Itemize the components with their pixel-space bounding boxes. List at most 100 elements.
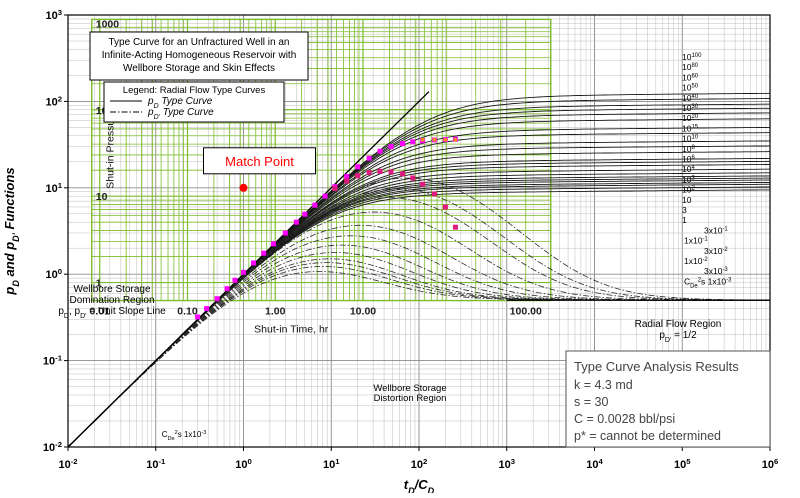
pressure-data-point (410, 139, 416, 145)
plateau-marker (453, 137, 458, 142)
pressure-data-point (261, 250, 267, 256)
legend-entry-label: pD' Type Curve (147, 107, 214, 121)
cde2s-label: 106 (682, 154, 695, 164)
plateau-marker (443, 137, 448, 142)
results-line: C = 0.0028 bbl/psi (574, 412, 675, 426)
cde2s-label: 1080 (682, 62, 699, 72)
cde2s-label: CDe2s 1x10-3 (684, 276, 732, 289)
x-tick-label: 106 (762, 457, 779, 472)
pressure-data-point (224, 286, 230, 292)
cde2s-label: 10 (682, 195, 692, 205)
y-tick-label: 10-2 (43, 440, 62, 455)
title-box (89, 31, 309, 81)
cde2s-label: 1060 (682, 72, 699, 82)
results-line: k = 4.3 md (574, 378, 633, 392)
derivative-data-point (410, 175, 416, 181)
title-box-line: Wellbore Storage and Skin Effects (123, 63, 275, 74)
derivative-data-point (355, 173, 361, 179)
wellbore-region-label: Domination Region (69, 295, 154, 306)
results-box (565, 350, 771, 448)
results-title: Type Curve Analysis Results (574, 359, 739, 374)
pressure-data-point (241, 269, 246, 275)
legend-title: Legend: Radial Flow Type Curves (123, 85, 266, 96)
pressure-data-point (355, 164, 361, 170)
cde2s-label: 104 (682, 164, 695, 174)
x-tick-label: 10-2 (58, 457, 77, 472)
legend-box (103, 81, 285, 123)
y-tick-label: 102 (45, 94, 62, 109)
pressure-data-point (366, 155, 372, 161)
cde2s-label: 1040 (682, 93, 699, 103)
pressure-data-point (293, 219, 299, 225)
overlay-y-tick-label: 1000 (96, 18, 120, 30)
pressure-data-point (195, 314, 201, 320)
overlay-x-tick-label: 0.01 (90, 306, 111, 318)
x-tick-label: 100 (235, 457, 252, 472)
overlay-y-tick-label: 10 (96, 191, 108, 203)
bottom-cde2s-note: CDe2s 1x10-3 (162, 430, 207, 442)
derivative-data-point (388, 169, 394, 175)
cde2s-label: 3x10-2 (704, 246, 728, 256)
x-tick-label: 103 (498, 457, 515, 472)
derivative-data-point (332, 186, 338, 192)
derivative-data-point (344, 178, 350, 184)
cde2s-label: 3x10-3 (704, 266, 728, 276)
match-point-box (203, 147, 316, 175)
cde2s-label: 103 (682, 174, 695, 184)
cde2s-label: 1 (682, 215, 687, 225)
x-tick-label: 102 (411, 457, 428, 472)
derivative-data-point (400, 171, 406, 177)
results-line: s = 30 (574, 395, 608, 409)
wellbore-region-label: Wellbore Storage (73, 284, 151, 295)
pressure-data-point (271, 241, 277, 247)
pressure-data-point (214, 296, 220, 302)
derivative-data-point (442, 204, 448, 210)
radial-region-label: Radial Flow Region (635, 319, 722, 330)
derivative-data-point (452, 224, 458, 230)
cde2s-label: 1x10-1 (684, 236, 708, 246)
cde2s-label: 1015 (682, 123, 699, 133)
plateau-marker (420, 137, 425, 142)
cde2s-label: 1010 (682, 134, 699, 144)
x-tick-label: 101 (323, 457, 340, 472)
cde2s-label: 10100 (682, 52, 702, 62)
x-tick-label: 104 (586, 457, 603, 472)
y-tick-label: 101 (45, 180, 62, 195)
overlay-y-tick-label: 1 (96, 278, 102, 290)
pressure-data-point (250, 260, 256, 266)
cde2s-label: 1050 (682, 83, 699, 93)
pressure-data-point (344, 174, 350, 180)
cde2s-label: 1030 (682, 103, 699, 113)
pressure-data-point (322, 193, 328, 199)
title-box-line: Type Curve for an Unfractured Well in an (108, 37, 289, 48)
plateau-marker (432, 137, 437, 142)
match-point-marker (239, 183, 248, 192)
derivative-data-point (366, 170, 372, 176)
match-point-label: Match Point (225, 154, 294, 169)
results-line: p* = cannot be determined (574, 429, 721, 443)
derivative-data-point (377, 168, 383, 174)
overlay-x-axis-label: Shut-in Time, hr (254, 324, 329, 336)
pressure-data-point (204, 306, 210, 312)
cde2s-label: 108 (682, 144, 695, 154)
distortion-region-label: Wellbore Storage (373, 383, 446, 394)
pressure-data-point (302, 211, 308, 217)
derivative-data-point (431, 191, 437, 197)
overlay-x-tick-label: 100.00 (510, 306, 542, 318)
overlay-x-tick-label: 0.10 (177, 306, 198, 318)
pressure-data-point (400, 141, 406, 147)
y-tick-label: 10-1 (43, 353, 63, 368)
x-tick-label: 10-1 (146, 457, 166, 472)
cde2s-label: 1020 (682, 113, 699, 123)
distortion-region-label: Distortion Region (374, 393, 447, 404)
cde2s-label: 102 (682, 185, 695, 195)
wellbore-region-label: pD, pD' = Unit Slope Line (58, 306, 166, 320)
cde2s-label: 1x10-2 (684, 256, 708, 266)
derivative-data-point (420, 181, 426, 187)
cde2s-label: 3 (682, 205, 687, 215)
pressure-data-point (282, 230, 288, 236)
pressure-data-point (388, 144, 394, 150)
unit-slope-line (67, 91, 430, 448)
title-box-line: Infinite-Acting Homogeneous Reservoir wi… (102, 50, 297, 61)
